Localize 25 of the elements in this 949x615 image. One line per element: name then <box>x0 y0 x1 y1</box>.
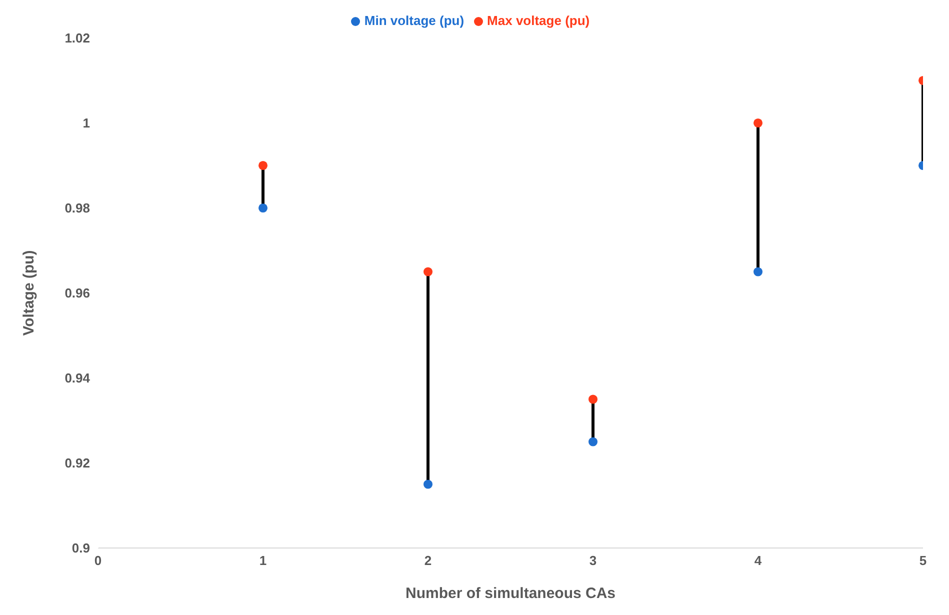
x-tick-label: 5 <box>919 553 927 568</box>
point <box>258 160 268 170</box>
point <box>423 480 433 489</box>
x-axis-title: Number of simultaneous CAs <box>405 585 616 602</box>
y-tick-label: 0.96 <box>64 286 90 301</box>
point <box>588 437 598 446</box>
point <box>588 394 598 404</box>
y-tick-label: 0.92 <box>64 456 90 471</box>
point <box>753 118 763 128</box>
y-tick-label: 1 <box>82 116 90 131</box>
x-tick-label: 2 <box>424 553 432 568</box>
x-tick-label: 3 <box>589 553 597 568</box>
x-tick-label: 0 <box>94 553 102 568</box>
point <box>753 267 763 276</box>
y-tick-label: 0.94 <box>64 370 91 386</box>
y-tick-label: 1.02 <box>64 30 90 46</box>
point <box>423 267 433 276</box>
y-tick-label: 0.98 <box>64 200 90 216</box>
y-axis-title: Voltage (pu) <box>20 250 38 336</box>
x-tick-label: 4 <box>754 553 762 568</box>
legend-label: Min voltage (pu) <box>364 13 464 28</box>
point <box>258 203 268 213</box>
x-tick-label: 1 <box>259 553 267 568</box>
legend-label: Max voltage (pu) <box>487 13 590 28</box>
y-tick-label: 0.9 <box>72 540 90 556</box>
